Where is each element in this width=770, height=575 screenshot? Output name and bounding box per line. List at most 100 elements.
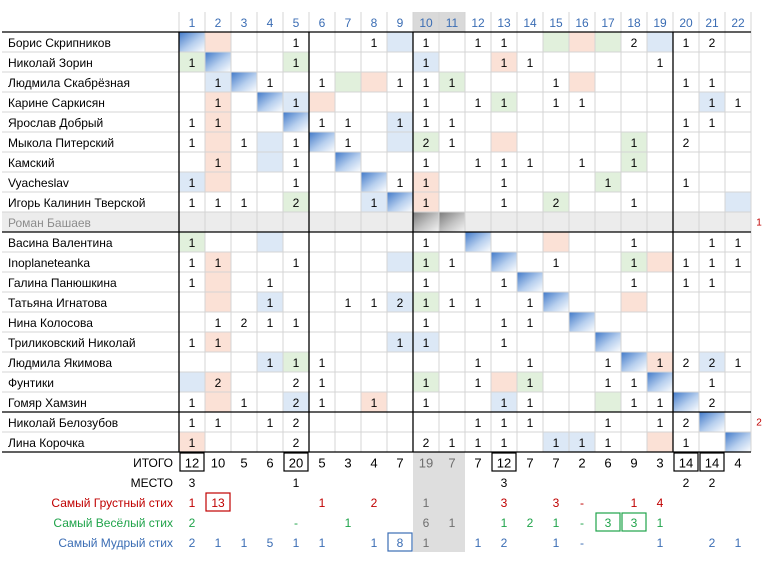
summary-value: 1 [215, 536, 222, 550]
cell-value: 1 [735, 356, 742, 370]
summary-value: 1 [293, 476, 300, 490]
cell-shade [413, 372, 439, 392]
cell-value: 1 [189, 196, 196, 210]
participant-name: Татьяна Игнатова [8, 296, 107, 310]
cell-shade [413, 192, 439, 212]
cell-shade [205, 72, 231, 92]
cell-value: 1 [501, 56, 508, 70]
column-number: 15 [549, 16, 563, 30]
cell-value: 1 [423, 376, 430, 390]
summary-value: 7 [474, 456, 481, 471]
summary-value: 2 [189, 516, 196, 530]
cell-value: 1 [449, 436, 456, 450]
cell-value: 1 [215, 76, 222, 90]
summary-value: 2 [501, 536, 508, 550]
cell-shade [387, 112, 413, 132]
cell-value: 1 [553, 96, 560, 110]
summary-value: 5 [318, 456, 325, 471]
column-number: 4 [267, 16, 274, 30]
cell-value: 1 [189, 116, 196, 130]
summary-value: 7 [552, 456, 559, 471]
summary-value: 5 [267, 536, 274, 550]
cell-value: 1 [319, 116, 326, 130]
cell-shade [413, 172, 439, 192]
cell-value: 1 [657, 416, 664, 430]
cell-shade [205, 332, 231, 352]
cell-value: 1 [423, 256, 430, 270]
cell-value: 1 [371, 396, 378, 410]
participant-name: Мыкола Питерский [8, 136, 114, 150]
cell-value: 2 [553, 196, 560, 210]
column-number: 1 [189, 16, 196, 30]
cell-value: 1 [527, 316, 534, 330]
cell-shade [283, 52, 309, 72]
cell-value: 1 [423, 96, 430, 110]
cell-value: 1 [501, 276, 508, 290]
summary-value: 1 [553, 516, 560, 530]
cell-shade [413, 292, 439, 312]
cell-value: 1 [709, 76, 716, 90]
participant-name: Гомяр Хамзин [8, 396, 87, 410]
cell-value: 2 [631, 36, 638, 50]
participant-name: Камский [8, 156, 55, 170]
cell-shade [257, 152, 283, 172]
cell-shade [387, 252, 413, 272]
participant-name: Николай Зорин [8, 56, 93, 70]
row-note: 1 [756, 218, 762, 229]
cell-shade [569, 432, 595, 452]
cell-shade [257, 232, 283, 252]
cell-value: 1 [215, 196, 222, 210]
participant-name: Галина Панюшкина [8, 276, 117, 290]
cell-value: 1 [605, 176, 612, 190]
diagonal-cell [699, 412, 725, 432]
cell-value: 1 [501, 36, 508, 50]
cell-shade [647, 352, 673, 372]
participant-name: Карине Саркисян [8, 96, 105, 110]
cell-value: 2 [423, 436, 430, 450]
cell-value: 1 [423, 296, 430, 310]
cell-value: 1 [501, 196, 508, 210]
row-bg-gray [2, 212, 751, 232]
cell-value: 1 [241, 396, 248, 410]
cell-shade [205, 372, 231, 392]
participant-name: Vyacheslav [8, 176, 69, 190]
cell-shade [387, 332, 413, 352]
cell-value: 2 [215, 376, 222, 390]
cell-value: 1 [293, 156, 300, 170]
summary-box [699, 452, 725, 472]
cell-value: 2 [293, 196, 300, 210]
cell-shade [283, 352, 309, 372]
column-number: 2 [215, 16, 222, 30]
cell-value: 1 [631, 256, 638, 270]
cell-value: 1 [631, 396, 638, 410]
cell-shade [283, 192, 309, 212]
cell-shade [647, 32, 673, 52]
cell-shade [699, 92, 725, 112]
column-number: 12 [471, 16, 485, 30]
cell-value: 1 [735, 256, 742, 270]
summary-label: Самый Грустный стих [51, 496, 173, 510]
cell-shade [361, 192, 387, 212]
cell-shade [179, 52, 205, 72]
diagonal-cell [569, 312, 595, 332]
summary-value: - [294, 516, 298, 530]
cell-shade [647, 252, 673, 272]
cell-shade [621, 252, 647, 272]
cell-shade [621, 152, 647, 172]
participant-name: Людмила Якимова [8, 356, 112, 370]
cell-shade [595, 172, 621, 192]
cell-shade [335, 72, 361, 92]
cell-value: 1 [189, 236, 196, 250]
summary-box [283, 452, 309, 472]
cell-value: 1 [631, 156, 638, 170]
summary-value: 8 [397, 536, 404, 550]
cell-value: 1 [267, 316, 274, 330]
cell-shade [257, 132, 283, 152]
summary-value: 1 [501, 516, 508, 530]
cell-value: 1 [345, 116, 352, 130]
cell-shade [205, 112, 231, 132]
cell-value: 1 [241, 136, 248, 150]
cell-value: 1 [397, 76, 404, 90]
cell-shade [621, 292, 647, 312]
participant-name: Лина Корочка [8, 436, 85, 450]
